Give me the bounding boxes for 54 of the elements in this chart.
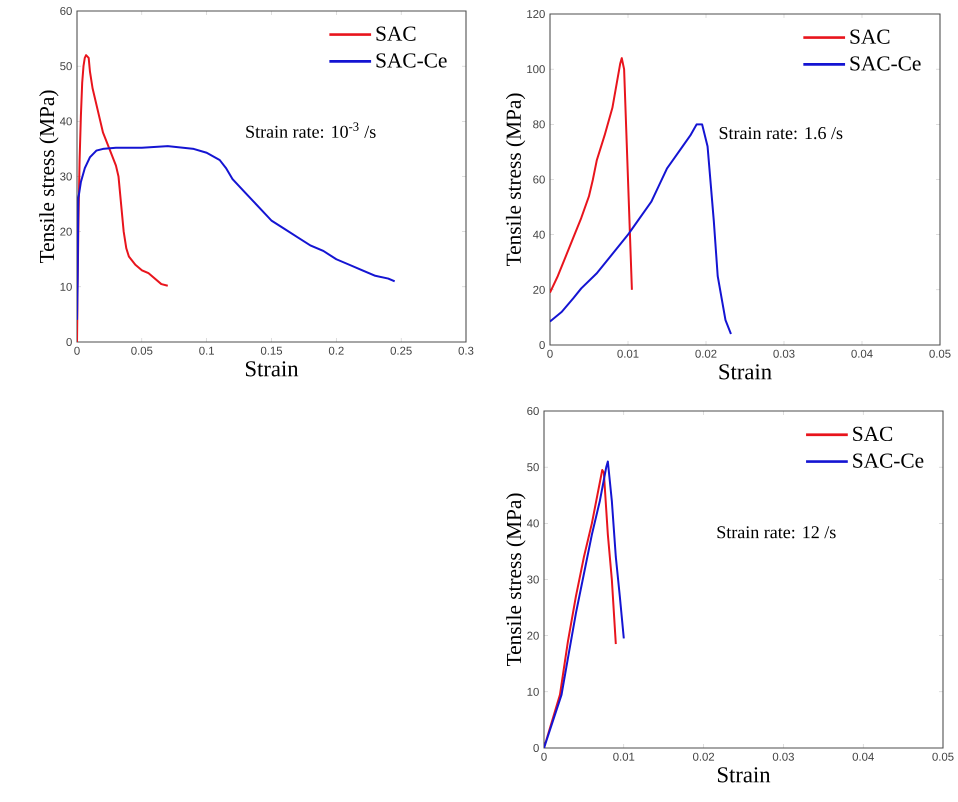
x-tick-label: 0.03 xyxy=(773,350,795,358)
x-tick-label: 0 xyxy=(74,346,80,355)
legend-label: SAC-Ce xyxy=(850,56,921,71)
y-tick-label: 80 xyxy=(533,120,545,128)
x-tick-label: 0.03 xyxy=(772,752,794,761)
x-tick-label: 0.01 xyxy=(613,752,634,761)
y-tick-label: 50 xyxy=(527,463,539,472)
y-tick-label: 20 xyxy=(527,632,539,640)
x-tick-label: 0.25 xyxy=(390,346,412,355)
y-tick-label: 20 xyxy=(533,286,545,294)
x-tick-label: 0.02 xyxy=(695,350,716,358)
legend-label: SAC xyxy=(376,26,416,41)
y-axis-title: Tensile stress (MPa) xyxy=(39,90,59,264)
y-tick-label: 40 xyxy=(60,117,72,126)
y-axis-title: Tensile stress (MPa) xyxy=(506,93,526,266)
y-axis-title: Tensile stress (MPa) xyxy=(506,493,526,666)
legend-label: SAC xyxy=(850,30,890,44)
y-tick-label: 20 xyxy=(60,228,72,236)
x-tick-label: 0.15 xyxy=(260,346,282,355)
x-tick-label: 0.05 xyxy=(932,752,954,761)
x-tick-label: 0.05 xyxy=(131,346,152,355)
y-tick-label: 10 xyxy=(528,688,539,696)
annotation: Strain rate: 10$^{-3}$ /s xyxy=(246,122,376,138)
y-tick-label: 30 xyxy=(527,575,539,584)
x-tick-label: 0.01 xyxy=(617,350,638,358)
x-axis-title: Strain xyxy=(718,767,770,782)
y-tick-label: 60 xyxy=(527,406,539,415)
x-tick-label: 0.05 xyxy=(929,350,951,358)
x-tick-label: 0 xyxy=(547,350,553,358)
x-tick-label: 0.04 xyxy=(851,350,873,358)
y-tick-label: 0 xyxy=(533,744,539,752)
y-tick-label: 10 xyxy=(60,282,72,291)
x-tick-label: 0.02 xyxy=(693,752,714,761)
y-tick-label: 60 xyxy=(533,175,545,184)
y-tick-label: 0 xyxy=(539,340,545,349)
annotation: Strain rate: 12 /s xyxy=(718,526,836,538)
legend-label: SAC-Ce xyxy=(376,53,447,68)
y-tick-label: 60 xyxy=(60,6,72,15)
y-tick-label: 50 xyxy=(60,62,72,70)
x-tick-label: 0.1 xyxy=(199,346,214,355)
y-tick-label: 100 xyxy=(527,65,545,74)
y-tick-label: 40 xyxy=(526,519,539,528)
legend-label: SAC xyxy=(853,426,892,442)
y-tick-label: 30 xyxy=(60,172,72,180)
y-tick-label: 0 xyxy=(66,338,72,346)
x-axis-title: Strain xyxy=(246,361,298,376)
annotation: Strain rate: 1.6 /s xyxy=(720,127,842,140)
x-tick-label: 0.2 xyxy=(328,346,344,355)
y-tick-label: 120 xyxy=(527,10,545,18)
x-tick-label: 0.3 xyxy=(458,346,474,355)
y-tick-label: 40 xyxy=(532,230,545,239)
x-tick-label: 0.04 xyxy=(852,752,874,761)
legend-label: SAC-Ce xyxy=(853,453,924,468)
x-axis-title: Strain xyxy=(719,364,772,380)
